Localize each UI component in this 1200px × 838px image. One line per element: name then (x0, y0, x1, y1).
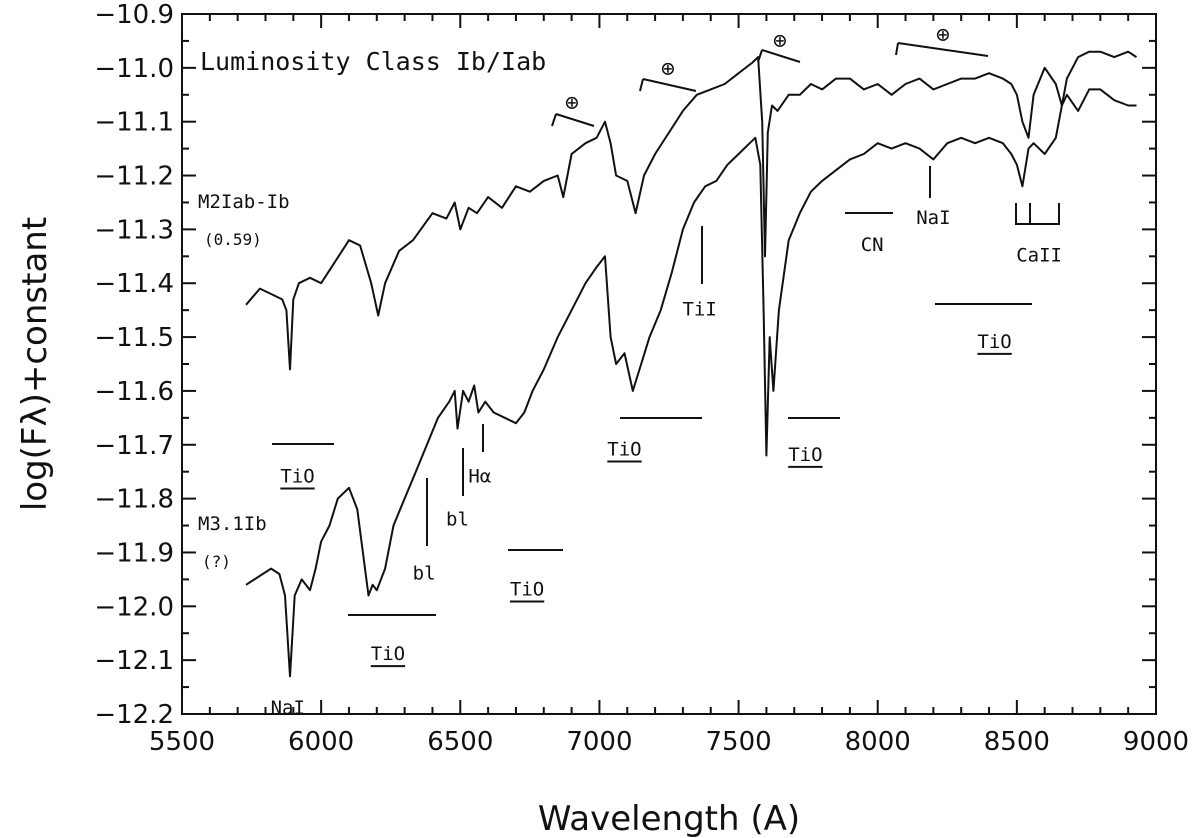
x-tick-label: 5500 (149, 727, 215, 757)
y-tick-label: −11.6 (94, 377, 174, 407)
plot-frame (181, 13, 1157, 715)
x-tick-label: 6500 (427, 727, 493, 757)
telluric-symbols: ⊕ ⊕ ⊕ ⊕ (565, 22, 950, 116)
x-tick-label: 8000 (845, 727, 911, 757)
feature-label: TiO (977, 331, 1011, 353)
series-line-m2iab-ib (245, 50, 1138, 371)
x-tick-label: 7000 (566, 727, 632, 757)
telluric-icon: ⊕ (773, 28, 787, 54)
y-tick-label: −11.9 (94, 538, 174, 568)
x-tick-label: 9000 (1123, 727, 1189, 757)
series-sublabel-m2iab-ib: (0.59) (204, 230, 262, 249)
y-axis-title: log(Fλ)+constant (15, 217, 55, 511)
feature-label: CN (861, 234, 884, 256)
y-tick-label: −11.0 (94, 54, 174, 84)
x-axis-title: Wavelength (A) (538, 799, 800, 838)
x-tick-label: 8500 (984, 727, 1050, 757)
telluric-icon: ⊕ (661, 56, 675, 82)
series-sublabel-m31ib: (?) (202, 552, 231, 571)
y-tick-label: −11.5 (94, 323, 174, 353)
y-tick-label: −11.2 (94, 162, 174, 192)
telluric-bar-7200 (639, 78, 697, 92)
telluric-bar-6850 (551, 113, 595, 127)
y-tick-labels: −10.9 −11.0 −11.1 −11.2 −11.3 −11.4 −11.5 −11.6… (94, 0, 174, 730)
y-tick-label: −12.0 (94, 592, 174, 622)
telluric-bar-7600 (757, 49, 801, 63)
telluric-icon: ⊕ (565, 90, 579, 116)
feature-label: TiO (371, 643, 405, 665)
feature-label: CaII (1016, 245, 1062, 267)
x-tick-labels: 5500 6000 6500 7000 7500 8000 8500 9000 (149, 727, 1189, 757)
y-tick-label: −11.4 (94, 269, 174, 299)
telluric-icon: ⊕ (936, 22, 950, 48)
feature-label: TiO (280, 465, 314, 487)
chart-title: Luminosity Class Ib/Iab (200, 47, 546, 76)
feature-label: NaI (271, 697, 305, 719)
feature-labels: TiI CN NaI CaII TiO TiO TiO TiO Hα bl bl TiO TiO NaI (271, 207, 1062, 719)
x-tick-label: 6000 (288, 727, 354, 757)
series-line-m31ib (245, 88, 1137, 678)
feature-label: Hα (468, 465, 491, 487)
axis-ticks (181, 13, 1157, 715)
feature-label: bl (413, 562, 436, 584)
y-tick-label: −11.3 (94, 215, 174, 245)
series-label-m31ib: M3.1Ib (198, 513, 267, 535)
y-tick-label: −11.1 (94, 108, 174, 138)
feature-label: TiO (788, 444, 822, 466)
feature-label: TiO (510, 579, 544, 601)
caii-bracket (1015, 203, 1060, 225)
series-label-m2iab-ib: M2Iab-Ib (198, 191, 290, 213)
feature-label: bl (446, 509, 469, 531)
y-tick-label: −12.1 (94, 646, 174, 676)
y-tick-label: −12.2 (94, 700, 174, 730)
y-tick-label: −10.9 (94, 0, 174, 30)
feature-label: TiI (682, 299, 716, 321)
feature-label: TiO (607, 439, 641, 461)
feature-label: NaI (916, 207, 950, 229)
feature-marks (272, 42, 1060, 616)
y-tick-label: −11.8 (94, 485, 174, 515)
x-tick-label: 7500 (705, 727, 771, 757)
y-tick-label: −11.7 (94, 431, 174, 461)
telluric-bar-8250 (895, 42, 989, 57)
